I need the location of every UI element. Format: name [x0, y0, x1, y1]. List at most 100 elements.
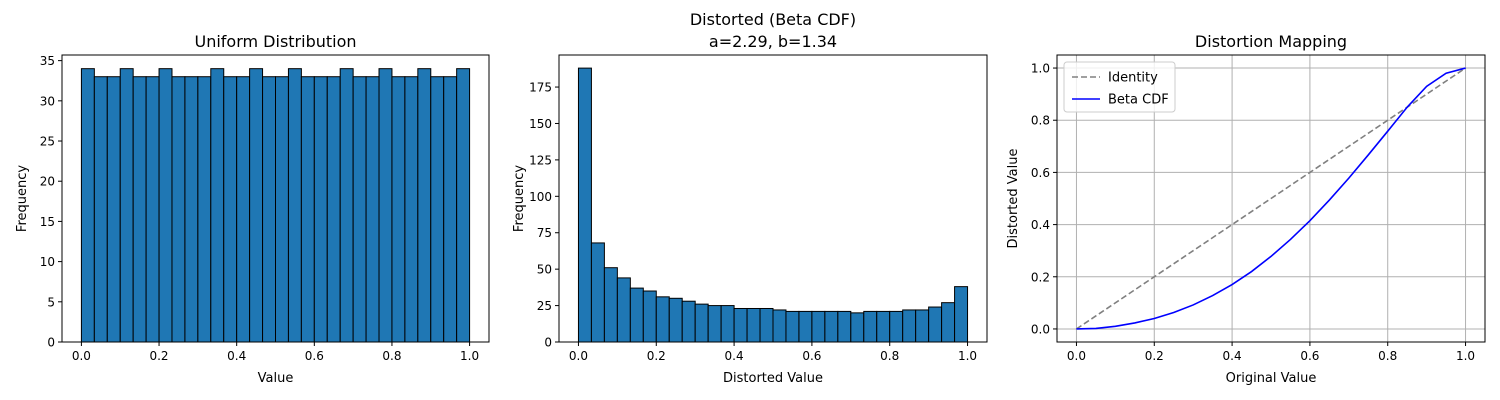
histogram-bar	[577, 67, 592, 343]
histogram-bar	[158, 68, 173, 343]
x-tick-label: 0.6	[802, 349, 821, 363]
x-tick-label: 0.6	[305, 349, 324, 363]
histogram-bar	[378, 68, 393, 343]
axes-frame	[61, 54, 490, 343]
histogram-bar	[236, 76, 251, 343]
histogram-bar	[210, 68, 225, 343]
histogram-bar	[642, 290, 657, 343]
histogram-bar	[824, 310, 839, 343]
chart-title: Uniform Distribution	[194, 32, 356, 51]
x-axis-label: Value	[258, 371, 294, 386]
histogram-bar	[443, 76, 458, 343]
histogram-bar	[850, 312, 865, 343]
y-tick-label: 0.2	[1031, 270, 1050, 284]
histogram-bar	[313, 76, 328, 343]
y-tick-label: 0.4	[1031, 218, 1050, 232]
y-tick-label: 5	[47, 295, 55, 309]
histogram-bar	[119, 68, 134, 343]
histogram-bar	[106, 76, 121, 343]
histogram-bar	[430, 76, 445, 343]
y-tick-label: 0.8	[1031, 114, 1050, 128]
histogram-bar	[365, 76, 380, 343]
x-tick-label: 0.0	[1067, 349, 1086, 363]
histogram-bar	[171, 76, 186, 343]
histogram-bar	[655, 296, 670, 343]
y-tick-label: 0.6	[1031, 166, 1050, 180]
chart-title: Distorted (Beta CDF)	[690, 10, 856, 29]
histogram-bar	[720, 305, 735, 343]
y-axis-label: Frequency	[512, 165, 527, 232]
histogram-bar	[759, 307, 774, 343]
histogram-bar	[928, 306, 943, 343]
x-tick-label: 0.2	[1145, 349, 1164, 363]
x-tick-label: 0.4	[227, 349, 246, 363]
x-tick-label: 0.6	[1300, 349, 1319, 363]
x-tick-label: 0.8	[880, 349, 899, 363]
histogram-bar	[404, 76, 419, 343]
histogram-bar	[863, 310, 878, 343]
axes-frame	[558, 54, 988, 343]
y-tick-label: 50	[537, 263, 552, 277]
histogram-bar	[184, 76, 199, 343]
y-tick-label: 0	[47, 336, 55, 350]
x-tick-label: 0.2	[647, 349, 666, 363]
chart-subtitle: a=2.29, b=1.34	[709, 32, 837, 51]
histogram-bar	[668, 297, 683, 343]
x-tick-label: 1.0	[958, 349, 977, 363]
y-tick-label: 20	[40, 175, 55, 189]
y-tick-label: 25	[40, 135, 55, 149]
chart-panel-3: Identity Beta CDF 0.0 0.2 0.4 0.6 0.8 1.0 0.0 0.2…	[1006, 32, 1486, 386]
y-tick-label: 150	[529, 117, 552, 131]
y-axis-label: Frequency	[15, 165, 30, 232]
y-tick-label: 30	[40, 94, 55, 108]
beta-cdf-line	[1076, 67, 1466, 330]
identity-line	[1076, 67, 1466, 330]
x-tick-label: 0.4	[1223, 349, 1242, 363]
histogram-bar	[746, 307, 761, 343]
histogram-bar	[590, 242, 605, 343]
histogram-bar	[262, 76, 277, 343]
legend: Identity Beta CDF	[1063, 61, 1176, 113]
axes-frame	[1056, 54, 1486, 343]
y-tick-label: 100	[529, 190, 552, 204]
x-tick-label: 0.0	[72, 349, 91, 363]
histogram-bar	[616, 277, 631, 343]
y-tick-label: 1.0	[1031, 62, 1050, 76]
histogram-bar	[837, 310, 852, 343]
y-tick-label: 25	[537, 299, 552, 313]
histogram-bar	[352, 76, 367, 343]
histogram-bar	[707, 305, 722, 343]
legend-label: Identity	[1108, 71, 1158, 86]
histogram-bar	[300, 76, 315, 343]
histogram-bar	[876, 310, 891, 343]
histogram-bar	[145, 76, 160, 343]
histogram-bar	[681, 300, 696, 343]
histogram-bar	[197, 76, 212, 343]
histogram-bar	[93, 76, 108, 343]
y-tick-label: 35	[40, 54, 55, 68]
histogram-bar	[80, 68, 95, 343]
x-tick-label: 0.8	[382, 349, 401, 363]
y-tick-label: 125	[529, 153, 552, 167]
x-axis-label: Original Value	[1226, 371, 1317, 386]
histogram-bar	[391, 76, 406, 343]
histogram-bar	[223, 76, 238, 343]
y-tick-label: 75	[537, 226, 552, 240]
y-tick-label: 0	[544, 336, 552, 350]
histogram-bar	[287, 68, 302, 343]
y-axis-label: Distorted Value	[1006, 149, 1021, 249]
histogram-bar	[889, 310, 904, 343]
x-axis-label: Distorted Value	[723, 371, 823, 386]
x-tick-label: 1.0	[460, 349, 479, 363]
histogram-bar	[772, 309, 787, 343]
chart-panel-1: 0.0 0.2 0.4 0.6 0.8 1.0 0 5 10 15 20 25 30 35 Value Fre…	[15, 32, 490, 386]
x-tick-label: 1.0	[1456, 349, 1475, 363]
histogram-bar	[132, 76, 147, 343]
histogram-bar	[785, 310, 800, 343]
histogram-bar	[603, 267, 618, 343]
histogram-bar	[629, 287, 644, 343]
legend-label: Beta CDF	[1108, 93, 1169, 108]
histogram-bar	[941, 302, 956, 343]
histogram-bar	[954, 286, 969, 343]
